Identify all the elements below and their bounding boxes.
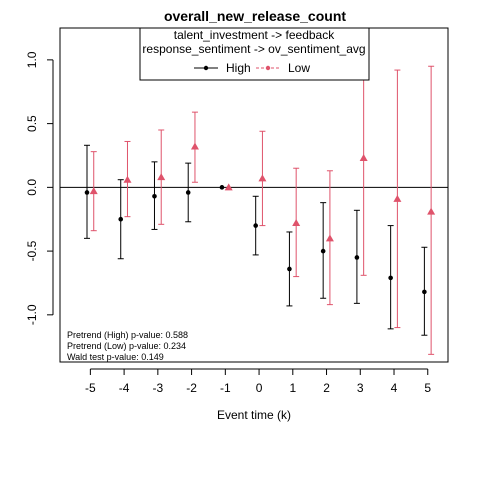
x-tick-label: -4 xyxy=(119,381,130,395)
data-point-low xyxy=(359,154,368,162)
annotation-wald-test: Wald test p-value: 0.149 xyxy=(67,352,164,362)
x-tick-label: -3 xyxy=(153,381,164,395)
x-tick-label: 0 xyxy=(256,381,263,395)
data-point-high xyxy=(354,255,360,260)
y-tick-label: -1.0 xyxy=(25,304,39,325)
legend-high-marker xyxy=(203,65,209,71)
x-tick-label: -1 xyxy=(220,381,231,395)
legend-line-1: talent_investment -> feedback xyxy=(174,28,335,42)
x-tick-label: 4 xyxy=(391,381,398,395)
data-point-high xyxy=(287,266,292,272)
legend-high-label: High xyxy=(226,61,251,75)
data-point-low xyxy=(325,234,334,242)
data-point-low xyxy=(190,142,199,150)
data-point-high xyxy=(320,248,326,254)
legend-line-2: response_sentiment -> ov_sentiment_avg xyxy=(142,42,365,56)
data-point-high xyxy=(185,190,191,195)
data-point-low xyxy=(292,219,301,227)
data-point-low xyxy=(157,173,166,181)
data-point-high xyxy=(219,185,225,190)
legend: talent_investment -> feedback response_s… xyxy=(139,27,370,81)
series-high xyxy=(83,144,428,336)
data-point-low xyxy=(123,175,132,183)
x-tick-label: 5 xyxy=(424,381,431,395)
data-point-low xyxy=(427,207,436,215)
legend-box xyxy=(139,27,370,81)
legend-low-marker xyxy=(265,65,271,71)
y-tick-label: -0.5 xyxy=(25,240,39,261)
data-point-low xyxy=(224,183,233,191)
data-point-low xyxy=(258,174,267,182)
data-point-high xyxy=(84,190,90,195)
x-tick-label: -2 xyxy=(186,381,197,395)
x-tick-label: 1 xyxy=(289,381,296,395)
data-point-high xyxy=(388,275,393,281)
data-point-low xyxy=(89,187,98,195)
x-tick-label: 3 xyxy=(357,381,364,395)
x-tick-label: 2 xyxy=(323,381,330,395)
y-tick-label: 1.0 xyxy=(25,51,39,68)
series-low xyxy=(89,38,436,355)
legend-low-label: Low xyxy=(288,61,310,75)
x-tick-label: -5 xyxy=(85,381,96,395)
data-point-low xyxy=(393,194,402,202)
data-point-high xyxy=(152,193,157,199)
data-point-high xyxy=(253,223,258,228)
x-axis-label: Event time (k) xyxy=(217,408,291,422)
data-point-high xyxy=(422,289,427,295)
annotation-pretrend-low: Pretrend (Low) p-value: 0.234 xyxy=(67,341,186,351)
chart-title: overall_new_release_count xyxy=(164,8,346,24)
y-tick-label: 0.5 xyxy=(25,115,39,132)
annotations: Pretrend (High) p-value: 0.588 Pretrend … xyxy=(67,330,188,362)
data-point-high xyxy=(118,216,124,222)
y-tick-label: 0.0 xyxy=(25,179,39,196)
annotation-pretrend-high: Pretrend (High) p-value: 0.588 xyxy=(67,330,188,340)
